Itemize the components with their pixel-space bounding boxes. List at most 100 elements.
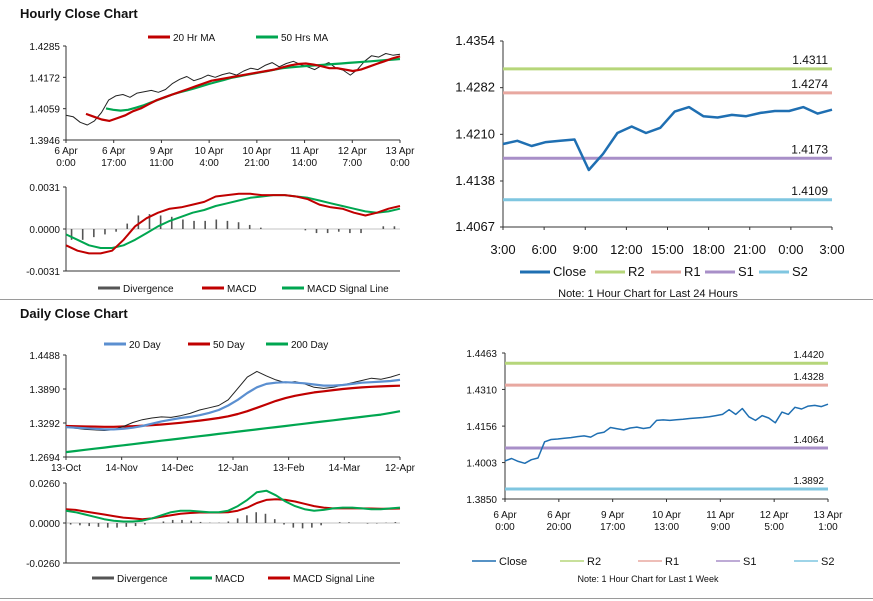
daily-50-day-line xyxy=(65,384,401,428)
hourly-close-chart-title: Hourly Close Chart xyxy=(20,6,138,21)
weekly-y-tick-label: 1.4003 xyxy=(466,459,497,470)
hourly-24h-y-tick-label: 1.4282 xyxy=(455,80,495,95)
daily-macd-y-tick-label: -0.0260 xyxy=(26,559,60,570)
daily-close-line xyxy=(65,370,401,431)
hourly-price-x-tick-label: 21:00 xyxy=(244,158,269,169)
hourly-price-y-tick-label: 1.4059 xyxy=(29,105,60,116)
hourly-price-legend-label: 50 Hrs MA xyxy=(281,33,329,44)
hourly-price-x-tick-label: 9 Apr xyxy=(150,146,174,157)
hourly-24h-legend-label: Close xyxy=(553,264,586,279)
weekly-legend-label: S2 xyxy=(821,556,834,568)
hourly-24h-legend-label: R1 xyxy=(684,264,701,279)
weekly-level-label-s1: 1.4064 xyxy=(793,435,824,446)
daily-price-x-tick-label: 12-Apr xyxy=(385,463,416,474)
hourly-macd-legend-label: MACD Signal Line xyxy=(307,284,389,295)
hourly-price-x-tick-label: 13 Apr xyxy=(386,146,416,157)
weekly-level-label-r1: 1.4328 xyxy=(793,372,824,383)
weekly-x-tick-label: 10 Apr xyxy=(652,510,682,521)
weekly-x-tick-label: 13:00 xyxy=(654,522,679,533)
hourly-price-x-tick-label: 11 Apr xyxy=(290,146,319,157)
daily-price-y-tick-label: 1.3890 xyxy=(29,385,60,396)
daily-price-legend-label: 20 Day xyxy=(129,340,161,351)
hourly-24h-legend-label: S2 xyxy=(792,264,808,279)
weekly-note: Note: 1 Hour Chart for Last 1 Week xyxy=(578,574,719,584)
weekly-close-line xyxy=(504,403,829,465)
hourly-price-x-tick-label: 12 Apr xyxy=(338,146,368,157)
hourly-24h-level-label-s1: 1.4173 xyxy=(791,142,828,156)
hourly-price-y-tick-label: 1.3946 xyxy=(29,136,60,147)
daily-price-x-tick-label: 14-Nov xyxy=(106,463,138,474)
hourly-24h-x-tick-label: 15:00 xyxy=(651,242,684,257)
hourly-macd-signal-line xyxy=(65,194,401,249)
weekly-level-label-s2: 1.3892 xyxy=(793,476,824,487)
hourly-24h-x-tick-label: 3:00 xyxy=(819,242,844,257)
daily-price-y-tick-label: 1.3292 xyxy=(29,419,60,430)
hourly-24h-level-label-r1: 1.4274 xyxy=(791,77,828,91)
daily-macd-y-tick-label: 0.0000 xyxy=(29,519,60,530)
weekly-x-tick-label: 0:00 xyxy=(495,522,515,533)
weekly-x-tick-label: 20:00 xyxy=(546,522,571,533)
hourly-price-x-tick-label: 0:00 xyxy=(56,158,76,169)
daily-20-day-line xyxy=(65,378,401,431)
weekly-x-tick-label: 6 Apr xyxy=(493,510,517,521)
hourly-24h-y-tick-label: 1.4138 xyxy=(455,173,495,188)
hourly-24h-x-tick-label: 21:00 xyxy=(733,242,766,257)
hourly-24h-y-tick-label: 1.4067 xyxy=(455,219,495,234)
hourly-24h-level-label-r2: 1.4311 xyxy=(792,53,828,67)
hourly-price-x-tick-label: 11:00 xyxy=(149,158,174,169)
weekly-x-tick-label: 6 Apr xyxy=(547,510,571,521)
hourly-macd-y-tick-label: -0.0031 xyxy=(26,267,60,278)
daily-macd-line xyxy=(65,489,401,523)
daily-macd-legend-label: Divergence xyxy=(117,574,168,585)
hourly-24h-x-tick-label: 6:00 xyxy=(531,242,556,257)
hourly-24h-x-tick-label: 3:00 xyxy=(490,242,515,257)
hourly-24h-note: Note: 1 Hour Chart for Last 24 Hours xyxy=(558,288,738,300)
hourly-20hr-ma-line xyxy=(85,55,401,123)
hourly-24h-level-label-s2: 1.4109 xyxy=(791,184,828,198)
hourly-macd-y-tick-label: 0.0000 xyxy=(29,225,60,236)
hourly-price-x-tick-label: 10 Apr xyxy=(242,146,272,157)
daily-price-y-tick-label: 1.4488 xyxy=(29,351,60,362)
weekly-x-tick-label: 5:00 xyxy=(764,522,784,533)
weekly-y-tick-label: 1.4310 xyxy=(466,385,497,396)
daily-price-legend-label: 200 Day xyxy=(291,340,328,351)
weekly-legend-label: S1 xyxy=(743,556,756,568)
hourly-price-y-tick-label: 1.4172 xyxy=(29,73,60,84)
hourly-macd-line xyxy=(65,192,401,255)
hourly-price-x-tick-label: 0:00 xyxy=(390,158,410,169)
daily-200-day-line xyxy=(65,410,401,454)
weekly-x-tick-label: 17:00 xyxy=(600,522,625,533)
weekly-y-tick-label: 1.4463 xyxy=(466,349,497,360)
hourly-price-x-tick-label: 6 Apr xyxy=(54,146,78,157)
daily-macd-y-tick-label: 0.0260 xyxy=(29,479,60,490)
weekly-x-tick-label: 9:00 xyxy=(711,522,731,533)
hourly-price-x-tick-label: 7:00 xyxy=(343,158,363,169)
hourly-price-x-tick-label: 10 Apr xyxy=(195,146,225,157)
section-divider xyxy=(0,299,873,300)
hourly-price-y-tick-label: 1.4285 xyxy=(29,42,60,53)
hourly-24h-x-tick-label: 9:00 xyxy=(573,242,598,257)
bottom-divider xyxy=(0,598,873,599)
daily-price-x-tick-label: 14-Mar xyxy=(328,463,360,474)
hourly-24h-x-tick-label: 12:00 xyxy=(610,242,643,257)
weekly-x-tick-label: 13 Apr xyxy=(814,510,844,521)
weekly-x-tick-label: 12 Apr xyxy=(760,510,790,521)
hourly-macd-legend-label: MACD xyxy=(227,284,256,295)
hourly-24h-x-tick-label: 18:00 xyxy=(692,242,725,257)
weekly-y-tick-label: 1.3850 xyxy=(466,495,497,506)
weekly-x-tick-label: 9 Apr xyxy=(601,510,625,521)
daily-macd-legend-label: MACD xyxy=(215,574,244,585)
weekly-x-tick-label: 11 Apr xyxy=(706,510,735,521)
weekly-level-label-r2: 1.4420 xyxy=(793,350,824,361)
daily-price-x-tick-label: 13-Feb xyxy=(273,463,305,474)
daily-price-x-tick-label: 12-Jan xyxy=(218,463,249,474)
daily-macd-legend-label: MACD Signal Line xyxy=(293,574,375,585)
hourly-24h-y-tick-label: 1.4210 xyxy=(455,126,495,141)
daily-price-legend-label: 50 Day xyxy=(213,340,245,351)
daily-price-y-tick-label: 1.2694 xyxy=(29,453,60,464)
hourly-24h-y-tick-label: 1.4354 xyxy=(455,33,495,48)
weekly-y-tick-label: 1.4156 xyxy=(466,422,497,433)
hourly-24h-legend-label: R2 xyxy=(628,264,645,279)
hourly-24h-close-line xyxy=(502,105,833,172)
